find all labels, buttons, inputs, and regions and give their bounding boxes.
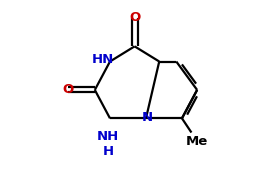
Text: O: O [63, 83, 74, 96]
Text: O: O [129, 12, 140, 24]
Text: NH
H: NH H [97, 130, 119, 158]
Text: N: N [141, 111, 153, 124]
Text: HN: HN [91, 53, 114, 66]
Text: Me: Me [186, 135, 208, 148]
